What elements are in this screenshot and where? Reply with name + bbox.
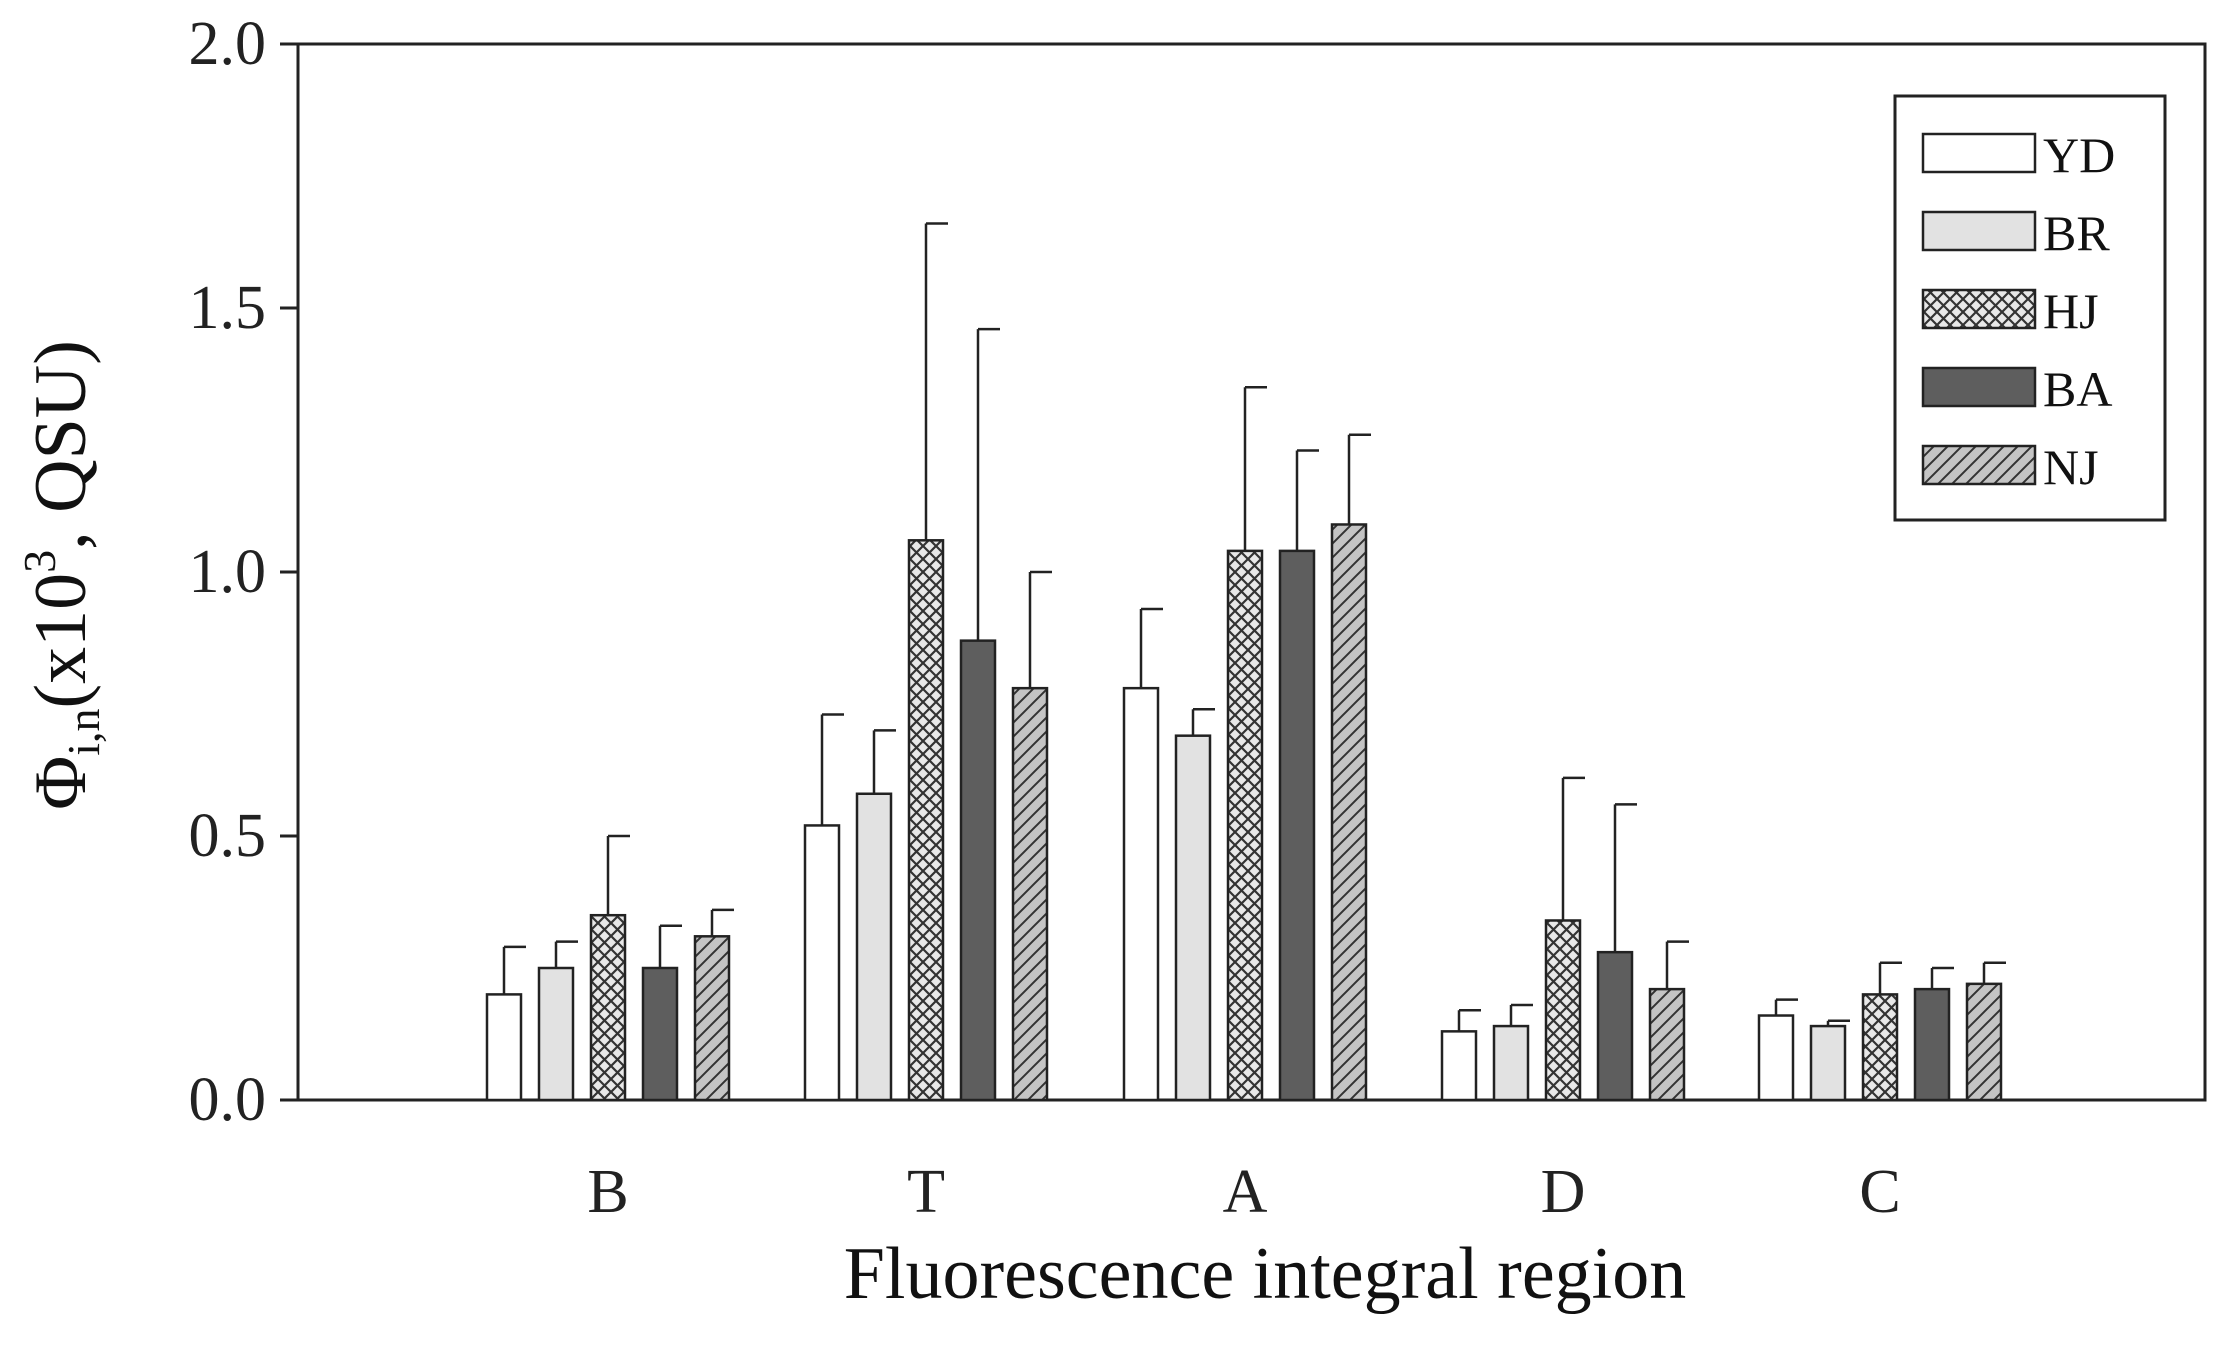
bar <box>641 966 679 1102</box>
legend-label: HJ <box>2043 283 2099 339</box>
bar <box>1648 987 1686 1102</box>
bar <box>959 639 997 1102</box>
legend-label: NJ <box>2043 439 2099 495</box>
legend-swatch <box>1921 366 2037 408</box>
y-tick-label: 0.0 <box>189 1066 267 1134</box>
bar <box>1544 919 1582 1102</box>
bar <box>1757 1014 1795 1102</box>
bar <box>1492 1024 1530 1102</box>
y-tick-label: 1.5 <box>189 274 267 342</box>
bar <box>693 935 731 1102</box>
bar <box>1330 523 1368 1102</box>
y-axis-label-sup: 3 <box>14 550 65 573</box>
bar <box>907 539 945 1102</box>
y-axis-label-sub: i,n <box>58 708 109 755</box>
bar <box>1596 950 1634 1102</box>
bar <box>1278 549 1316 1102</box>
y-axis-label-main: Φ <box>20 756 102 810</box>
bar <box>1809 1024 1847 1102</box>
plot-area: 0.0 0.5 1.0 1.5 2.0 B T A D C <box>189 10 2207 1226</box>
x-tick-label: C <box>1859 1158 1900 1226</box>
bar <box>1965 982 2003 1102</box>
bar <box>803 824 841 1102</box>
bar <box>589 913 627 1102</box>
x-tick-label: B <box>587 1158 628 1226</box>
legend-label: YD <box>2043 127 2115 183</box>
legend: YD BR HJ BA NJ <box>1893 94 2167 522</box>
bar <box>1122 686 1160 1102</box>
bar <box>855 792 893 1102</box>
legend-swatch <box>1921 210 2037 252</box>
bar <box>485 993 523 1102</box>
legend-swatch <box>1921 444 2037 486</box>
y-axis-label-pre: (x10 <box>20 573 102 709</box>
legend-label: BA <box>2043 361 2112 417</box>
legend-label: BR <box>2043 205 2110 261</box>
y-axis-label-post: , QSU) <box>20 340 102 550</box>
y-tick-label: 2.0 <box>189 10 267 78</box>
bar <box>1011 686 1049 1102</box>
legend-swatch <box>1921 288 2037 330</box>
bar <box>1174 734 1212 1102</box>
x-tick-label: T <box>907 1158 945 1226</box>
legend-swatch <box>1921 132 2037 174</box>
y-tick-label: 1.0 <box>189 538 267 606</box>
y-tick-label: 0.5 <box>189 802 267 870</box>
bar <box>1440 1030 1478 1102</box>
bar <box>1913 987 1951 1102</box>
y-axis-label: Φi,n(x103, QSU) <box>14 340 109 810</box>
x-tick-label: D <box>1541 1158 1586 1226</box>
bar <box>537 966 575 1102</box>
x-tick-label: A <box>1223 1158 1268 1226</box>
x-axis-label: Fluorescence integral region <box>844 1233 1686 1315</box>
bar <box>1861 993 1899 1102</box>
bar <box>1226 549 1264 1102</box>
